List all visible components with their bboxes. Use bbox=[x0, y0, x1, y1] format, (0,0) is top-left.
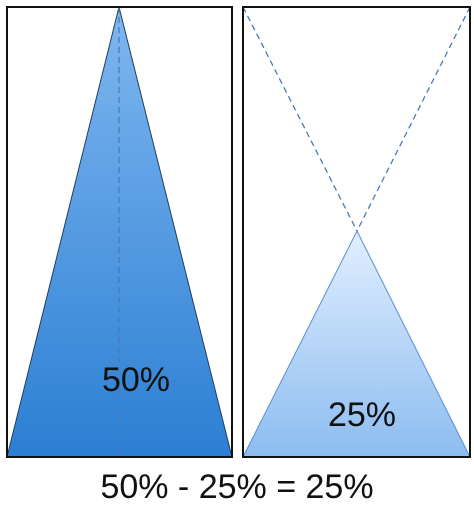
equation-caption: 50% - 25% = 25% bbox=[100, 468, 374, 506]
diagonal-dashed-line-1 bbox=[242, 6, 358, 232]
left-panel-frame bbox=[6, 6, 233, 458]
left-percent-label: 50% bbox=[102, 361, 170, 399]
diagonal-dashed-line-2 bbox=[356, 6, 471, 232]
right-panel-frame bbox=[242, 6, 471, 458]
right-panel: 25% bbox=[242, 6, 471, 458]
right-percent-label: 25% bbox=[328, 396, 396, 434]
triangle-diagram: 50% 25% bbox=[6, 6, 471, 458]
left-panel: 50% bbox=[6, 6, 233, 458]
